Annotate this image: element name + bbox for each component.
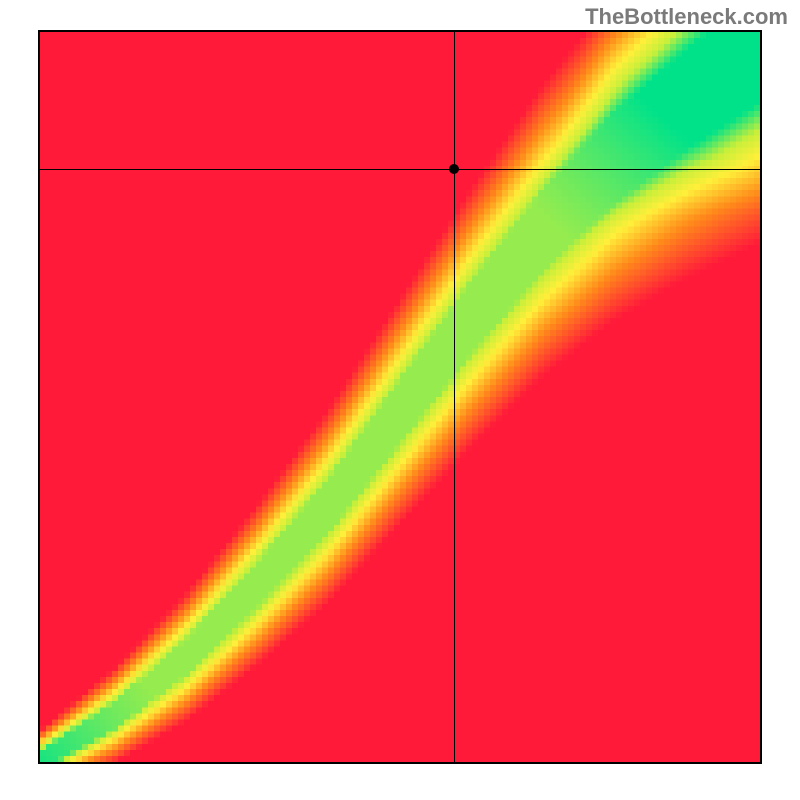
crosshair-horizontal <box>40 169 760 170</box>
crosshair-marker <box>449 164 459 174</box>
watermark-text: TheBottleneck.com <box>585 4 788 30</box>
bottleneck-heatmap <box>40 32 760 762</box>
chart-container: TheBottleneck.com <box>0 0 800 800</box>
crosshair-vertical <box>454 32 455 762</box>
